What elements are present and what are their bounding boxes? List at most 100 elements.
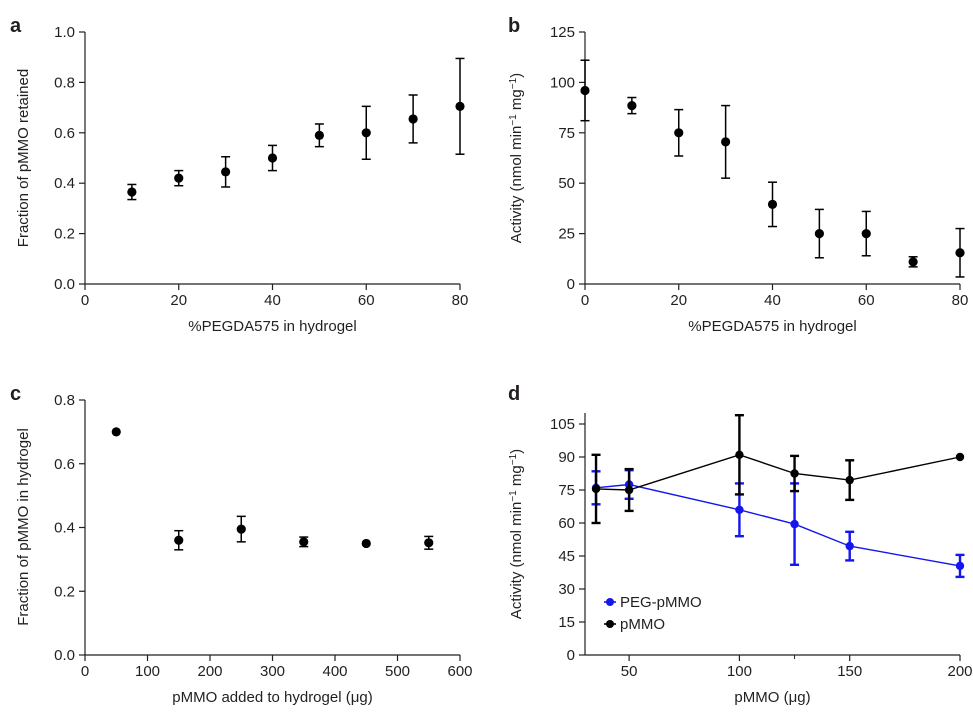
data-point [845, 475, 854, 485]
panel-letter: a [10, 15, 22, 37]
x-tick-label: 100 [727, 663, 752, 680]
data-point [314, 130, 324, 140]
data-point [735, 505, 744, 514]
x-tick-label: 500 [385, 663, 410, 680]
y-tick-label: 0 [567, 647, 575, 664]
y-tick-label: 25 [558, 226, 575, 243]
x-tick-label: 0 [581, 292, 589, 309]
data-point [111, 427, 121, 437]
data-point [790, 469, 799, 478]
y-axis-title-superscript: −1 [508, 114, 519, 126]
x-axis-title-part: pMMO added to hydrogel ( [172, 689, 350, 706]
x-tick-label: 40 [764, 292, 781, 309]
data-point [735, 450, 744, 459]
x-tick-label: 0 [81, 663, 89, 680]
y-axis-title-part: mg [508, 465, 525, 490]
data-point [674, 128, 684, 138]
panel-c: c 0.0 0.2 0.4 0.6 0.8 0 100 200 300 400 500 600 pMMO … [10, 383, 473, 706]
y-axis-title: Fraction of pMMO retained [15, 69, 32, 247]
series-line-pMMO [596, 454, 961, 491]
x-axis-title-part: ) [806, 689, 811, 706]
data-point [299, 537, 309, 547]
data-point [221, 167, 231, 177]
x-tick-label: 150 [837, 663, 862, 680]
y-tick-label: 1.0 [54, 24, 75, 41]
y-tick-label: 0.8 [54, 74, 75, 91]
x-tick-label: 20 [170, 292, 187, 309]
x-tick-label: 0 [81, 292, 89, 309]
data-point [814, 229, 824, 239]
legend-label: pMMO [620, 616, 665, 633]
data-point [955, 561, 965, 571]
y-tick-label: 0.4 [54, 520, 75, 537]
y-tick-label: 0.2 [54, 583, 75, 600]
y-tick-label: 30 [558, 581, 575, 598]
x-axis-title-part: μg [789, 689, 806, 706]
x-tick-label: 80 [452, 292, 469, 309]
x-tick-label: 100 [135, 663, 160, 680]
data-point [174, 535, 184, 545]
y-axis-title: Activity (nmol min−1 mg−1) [508, 73, 526, 243]
y-axis-title-superscript: −1 [508, 77, 519, 89]
data-point [424, 538, 434, 548]
x-tick-label: 60 [858, 292, 875, 309]
x-tick-label: 600 [447, 663, 472, 680]
legend-label: PEG-pMMO [620, 594, 702, 611]
x-axis-title: %PEGDA575 in hydrogel [188, 318, 356, 335]
x-tick-label: 20 [670, 292, 687, 309]
y-tick-label: 75 [558, 125, 575, 142]
panel-a: a 0.0 0.2 0.4 0.6 0.8 1.0 0 20 40 60 80 %PEGDA575 in… [10, 15, 468, 335]
data-point [127, 187, 137, 197]
legend-marker [606, 598, 614, 606]
x-tick-label: 200 [197, 663, 222, 680]
series-line-PEG-pMMO [595, 483, 961, 567]
data-point [455, 101, 465, 111]
y-tick-label: 60 [558, 515, 575, 532]
y-axis-title-part: ) [508, 73, 525, 78]
y-axis-title-part: mg [508, 89, 525, 114]
y-tick-label: 15 [558, 614, 575, 631]
data-point [624, 485, 634, 495]
x-axis-title-part: pMMO ( [734, 689, 788, 706]
y-tick-label: 125 [550, 24, 575, 41]
y-tick-label: 45 [558, 548, 575, 565]
x-axis-title-part: μg [351, 689, 368, 706]
x-axis-title: pMMO added to hydrogel (μg) [172, 689, 372, 706]
y-tick-label: 100 [550, 74, 575, 91]
y-axis-title-part: Activity (nmol min [508, 502, 525, 620]
data-point [174, 173, 184, 183]
panel-b: b 0 25 50 75 100 125 0 20 40 60 80 %PEGDA575 in hydr… [508, 15, 969, 335]
y-tick-label: 0.4 [54, 175, 75, 192]
x-tick-label: 200 [947, 663, 972, 680]
x-axis-title-part: ) [368, 689, 373, 706]
y-axis-title: Fraction of pMMO in hydrogel [15, 428, 32, 626]
y-tick-label: 0.2 [54, 226, 75, 243]
data-point [955, 452, 965, 462]
y-axis-title-part: Activity (nmol min [508, 126, 525, 244]
data-point [361, 538, 371, 549]
data-point [845, 541, 854, 551]
x-tick-label: 400 [322, 663, 347, 680]
y-tick-label: 0.6 [54, 456, 75, 473]
y-tick-label: 0.6 [54, 125, 75, 142]
y-tick-label: 0.0 [54, 276, 75, 293]
y-tick-label: 50 [558, 175, 575, 192]
data-point [361, 128, 371, 138]
data-point [767, 199, 778, 209]
data-point [861, 229, 871, 239]
data-point [721, 137, 731, 147]
y-tick-label: 0.0 [54, 647, 75, 664]
data-point [627, 100, 637, 111]
x-tick-label: 40 [264, 292, 281, 309]
panel-letter: c [10, 383, 21, 405]
data-point [236, 524, 246, 534]
x-tick-label: 50 [621, 663, 638, 680]
x-tick-label: 80 [952, 292, 969, 309]
panel-letter: d [508, 383, 520, 405]
y-tick-label: 75 [558, 482, 575, 499]
x-tick-label: 60 [358, 292, 375, 309]
data-point [580, 85, 590, 96]
